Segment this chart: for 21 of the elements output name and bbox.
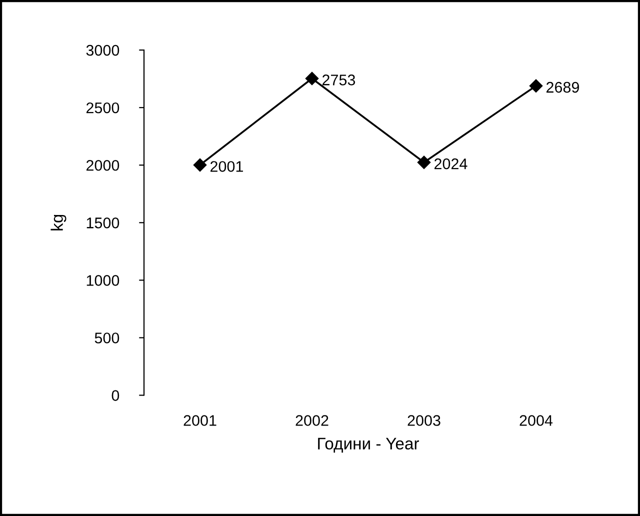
y-tick-label: 1500 xyxy=(86,218,120,228)
x-tick-label: 2003 xyxy=(408,415,440,426)
y-tick-label: 2500 xyxy=(86,102,120,114)
y-axis-title: kg xyxy=(50,214,66,230)
data-label: 2753 xyxy=(322,74,356,86)
point xyxy=(305,72,319,86)
y-tick-label: 1000 xyxy=(86,275,120,286)
point xyxy=(529,79,543,92)
x-tick-label: 2004 xyxy=(520,415,553,426)
y-tick-label: 3000 xyxy=(86,44,120,56)
point xyxy=(417,156,431,169)
data-label: 2689 xyxy=(546,82,579,93)
y-tick-label: 2000 xyxy=(86,160,120,171)
data-label: 2024 xyxy=(434,158,468,170)
x-tick-label: 2001 xyxy=(184,415,216,426)
x-tick-label: 2002 xyxy=(296,415,328,426)
x-axis-title: Години - Year xyxy=(318,438,419,453)
data-label: 2001 xyxy=(210,161,243,172)
point xyxy=(193,158,207,172)
y-tick-label: 500 xyxy=(94,332,120,344)
y-tick-label: 0 xyxy=(112,390,120,401)
